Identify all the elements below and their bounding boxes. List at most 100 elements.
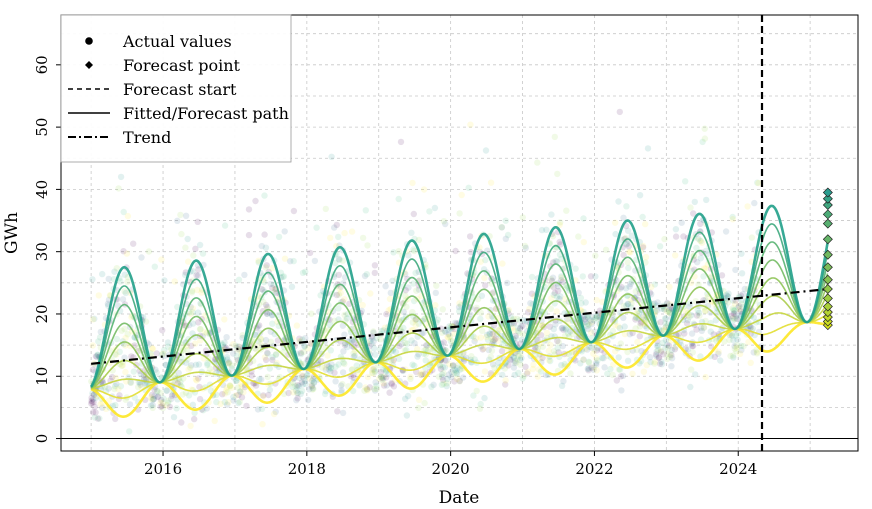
actual-value-point (370, 370, 377, 377)
actual-value-point (697, 255, 704, 262)
actual-value-point (439, 306, 446, 313)
actual-value-point (359, 234, 367, 242)
actual-value-point (388, 379, 395, 387)
actual-value-point (290, 257, 297, 265)
actual-value-point (264, 350, 271, 357)
actual-value-point (367, 290, 374, 297)
actual-value-point (731, 343, 738, 350)
actual-value-point (254, 406, 262, 413)
actual-value-point (664, 341, 671, 348)
actual-value-point (328, 364, 335, 372)
actual-value-point (535, 366, 542, 373)
actual-value-point (421, 399, 428, 407)
actual-value-point (389, 347, 397, 354)
actual-value-point (402, 339, 409, 347)
actual-value-point (317, 292, 324, 299)
actual-value-point (373, 385, 381, 393)
actual-value-point (264, 310, 271, 318)
actual-value-point (215, 367, 222, 375)
actual-value-point (681, 330, 688, 337)
actual-value-point (560, 378, 567, 385)
actual-value-point (271, 286, 279, 293)
actual-value-point (415, 320, 422, 327)
actual-value-point (188, 386, 195, 393)
actual-value-point (196, 326, 204, 333)
actual-value-point (733, 348, 740, 355)
actual-value-point (702, 247, 710, 255)
actual-value-point (123, 250, 131, 257)
actual-value-point (380, 327, 387, 334)
actual-value-point (582, 318, 589, 326)
actual-value-point (556, 221, 563, 229)
actual-value-point (349, 366, 356, 373)
actual-value-point (311, 257, 319, 265)
actual-value-point (452, 319, 459, 327)
actual-value-point (707, 343, 715, 350)
actual-value-point (197, 326, 204, 333)
actual-value-point (124, 278, 131, 286)
actual-value-point (592, 315, 599, 322)
actual-value-point (89, 409, 97, 416)
actual-value-point (411, 340, 418, 347)
actual-value-point (523, 370, 531, 377)
actual-value-point (498, 224, 506, 231)
actual-value-point (700, 273, 707, 280)
actual-value-point (111, 385, 118, 393)
actual-value-point (241, 271, 248, 279)
actual-value-point (179, 391, 186, 398)
actual-value-point (661, 235, 668, 243)
actual-value-point (481, 274, 488, 282)
actual-value-point (609, 371, 616, 379)
actual-value-point (658, 358, 665, 365)
actual-value-point (225, 360, 232, 367)
actual-value-point (660, 351, 667, 358)
actual-value-point (731, 345, 738, 353)
actual-value-point (730, 306, 737, 314)
actual-value-point (519, 214, 526, 221)
actual-value-point (458, 191, 465, 199)
actual-value-point (443, 357, 450, 364)
fitted-forecast-path (90, 241, 829, 388)
actual-value-point (332, 259, 339, 267)
actual-value-point (518, 323, 525, 330)
actual-value-point (335, 233, 342, 241)
actual-value-point (593, 355, 600, 362)
actual-value-point (688, 330, 696, 337)
actual-value-point (226, 383, 234, 390)
actual-value-point (189, 309, 196, 316)
actual-value-point (636, 323, 644, 330)
actual-value-point (478, 292, 486, 299)
actual-value-point (341, 311, 348, 319)
actual-value-point (618, 283, 625, 291)
actual-value-point (517, 351, 524, 359)
actual-value-point (122, 342, 129, 349)
actual-value-point (593, 296, 600, 304)
actual-value-point (341, 331, 348, 338)
actual-value-point (221, 390, 229, 397)
actual-value-point (688, 366, 695, 373)
actual-value-point (350, 350, 357, 357)
actual-value-point (418, 369, 426, 376)
actual-value-point (585, 358, 592, 365)
actual-value-point (157, 399, 164, 407)
actual-value-point (211, 417, 218, 425)
actual-value-point (300, 375, 308, 383)
forecast-point-diamond (822, 293, 833, 304)
actual-value-point (592, 252, 599, 259)
actual-value-point (339, 409, 347, 417)
actual-value-point (303, 372, 310, 379)
actual-value-point (230, 341, 237, 348)
forecast-point-diamond (822, 218, 833, 229)
actual-value-point (92, 409, 99, 416)
actual-value-point (704, 290, 711, 297)
forecast-point-diamond (822, 234, 833, 245)
actual-value-point (371, 385, 378, 393)
actual-value-point (668, 363, 675, 370)
actual-value-point (390, 249, 397, 256)
actual-value-point (298, 379, 306, 386)
y-axis: 0 10 20 30 40 50 60 (33, 55, 61, 443)
actual-value-point (344, 343, 351, 351)
actual-value-point (638, 318, 645, 325)
actual-value-point (136, 367, 143, 374)
actual-value-point (480, 345, 487, 352)
